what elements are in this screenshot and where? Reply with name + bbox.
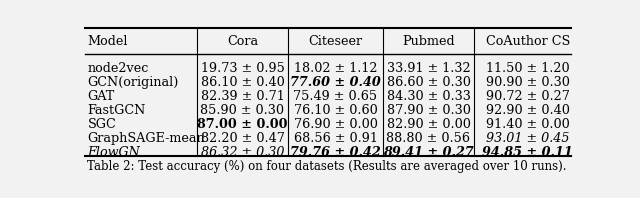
Text: SGC: SGC xyxy=(88,118,116,131)
Text: 88.80 ± 0.56: 88.80 ± 0.56 xyxy=(387,132,470,145)
Text: 86.60 ± 0.30: 86.60 ± 0.30 xyxy=(387,76,470,89)
Text: GAT: GAT xyxy=(88,90,115,103)
Text: 19.73 ± 0.95: 19.73 ± 0.95 xyxy=(200,62,284,75)
Text: 85.90 ± 0.30: 85.90 ± 0.30 xyxy=(200,104,284,117)
Text: FlowGN: FlowGN xyxy=(88,146,140,159)
Text: 91.40 ± 0.00: 91.40 ± 0.00 xyxy=(486,118,570,131)
Text: 33.91 ± 1.32: 33.91 ± 1.32 xyxy=(387,62,470,75)
Text: GraphSAGE-mean: GraphSAGE-mean xyxy=(88,132,205,145)
Text: 90.72 ± 0.27: 90.72 ± 0.27 xyxy=(486,90,570,103)
Text: 76.10 ± 0.60: 76.10 ± 0.60 xyxy=(294,104,378,117)
Text: 92.90 ± 0.40: 92.90 ± 0.40 xyxy=(486,104,570,117)
Text: 86.10 ± 0.40: 86.10 ± 0.40 xyxy=(200,76,284,89)
Text: Model: Model xyxy=(88,35,128,48)
Text: 84.30 ± 0.33: 84.30 ± 0.33 xyxy=(387,90,470,103)
Text: Table 2: Test accuracy (%) on four datasets (Results are averaged over 10 runs).: Table 2: Test accuracy (%) on four datas… xyxy=(88,160,567,173)
Text: Citeseer: Citeseer xyxy=(308,35,362,48)
Text: GCN(original): GCN(original) xyxy=(88,76,179,89)
Text: 90.90 ± 0.30: 90.90 ± 0.30 xyxy=(486,76,570,89)
Text: CoAuthor CS: CoAuthor CS xyxy=(486,35,570,48)
Text: 77.60 ± 0.40: 77.60 ± 0.40 xyxy=(290,76,381,89)
Text: 76.90 ± 0.00: 76.90 ± 0.00 xyxy=(294,118,378,131)
Text: node2vec: node2vec xyxy=(88,62,149,75)
Text: FastGCN: FastGCN xyxy=(88,104,146,117)
Text: 18.02 ± 1.12: 18.02 ± 1.12 xyxy=(294,62,377,75)
Text: 82.39 ± 0.71: 82.39 ± 0.71 xyxy=(200,90,284,103)
Text: 82.90 ± 0.00: 82.90 ± 0.00 xyxy=(387,118,470,131)
Text: 82.20 ± 0.47: 82.20 ± 0.47 xyxy=(200,132,284,145)
Text: 86.32 ± 0.30: 86.32 ± 0.30 xyxy=(201,146,284,159)
Text: 87.90 ± 0.30: 87.90 ± 0.30 xyxy=(387,104,470,117)
Text: 75.49 ± 0.65: 75.49 ± 0.65 xyxy=(293,90,378,103)
Text: 11.50 ± 1.20: 11.50 ± 1.20 xyxy=(486,62,570,75)
Text: 94.85 ± 0.11: 94.85 ± 0.11 xyxy=(483,146,573,159)
Text: 93.01 ± 0.45: 93.01 ± 0.45 xyxy=(486,132,570,145)
Text: Cora: Cora xyxy=(227,35,258,48)
Text: Pubmed: Pubmed xyxy=(402,35,455,48)
Text: 68.56 ± 0.91: 68.56 ± 0.91 xyxy=(294,132,378,145)
Text: 79.76 ± 0.42: 79.76 ± 0.42 xyxy=(290,146,381,159)
Text: 89.41 ± 0.27: 89.41 ± 0.27 xyxy=(383,146,474,159)
Text: 87.00 ± 0.00: 87.00 ± 0.00 xyxy=(197,118,288,131)
